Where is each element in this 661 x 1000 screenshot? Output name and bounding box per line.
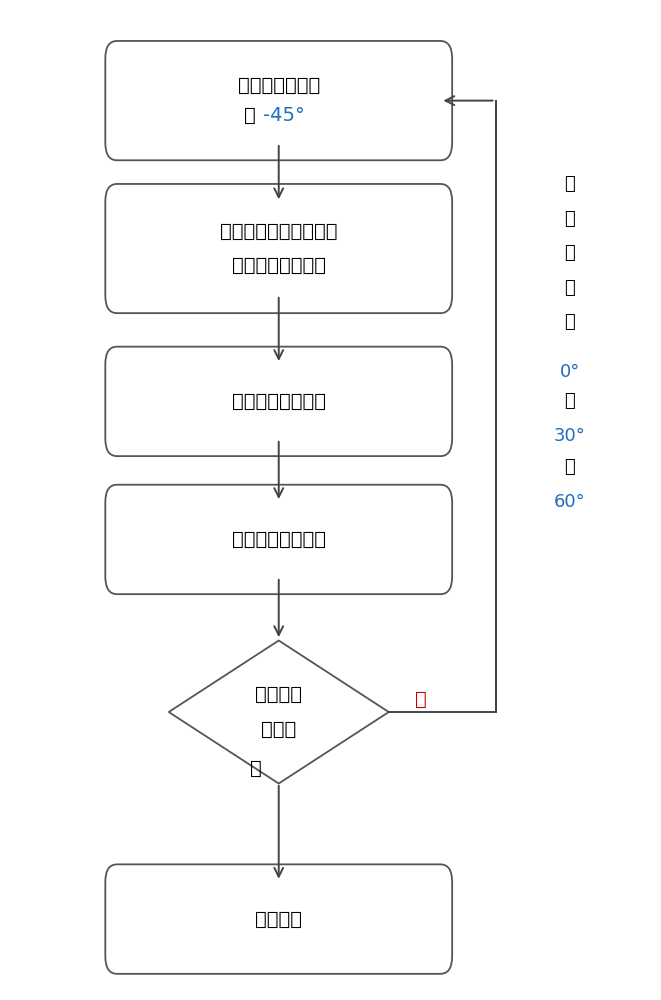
Text: 干涉图: 干涉图	[261, 720, 296, 739]
Text: ，: ，	[564, 458, 575, 476]
Text: 否: 否	[415, 690, 427, 709]
Text: 旋转相位延迟器: 旋转相位延迟器	[237, 76, 320, 95]
Text: -45°: -45°	[262, 106, 304, 125]
FancyBboxPatch shape	[105, 485, 452, 594]
Text: 进入干涉成像装置: 进入干涉成像装置	[232, 392, 326, 411]
Text: 转: 转	[564, 210, 575, 228]
Text: 获取目标干涉图像: 获取目标干涉图像	[232, 530, 326, 549]
Text: 是: 是	[251, 759, 262, 778]
Text: 旋: 旋	[564, 175, 575, 193]
Text: 波: 波	[564, 244, 575, 262]
Text: 获取四组: 获取四组	[255, 685, 302, 704]
Text: 片: 片	[564, 279, 575, 297]
FancyBboxPatch shape	[105, 864, 452, 974]
Text: 进入分时调制系统: 进入分时调制系统	[232, 256, 326, 275]
Text: 到: 到	[245, 106, 256, 125]
Text: 0°: 0°	[560, 363, 580, 381]
FancyBboxPatch shape	[105, 347, 452, 456]
Text: 60°: 60°	[554, 493, 586, 511]
Polygon shape	[169, 641, 389, 784]
Text: ，: ，	[564, 392, 575, 410]
Text: 30°: 30°	[554, 427, 586, 445]
FancyBboxPatch shape	[105, 41, 452, 160]
Text: 来自目标各点的入射光: 来自目标各点的入射光	[220, 222, 338, 241]
Text: 数据处理: 数据处理	[255, 910, 302, 929]
Text: 到: 到	[564, 314, 575, 332]
FancyBboxPatch shape	[105, 184, 452, 313]
